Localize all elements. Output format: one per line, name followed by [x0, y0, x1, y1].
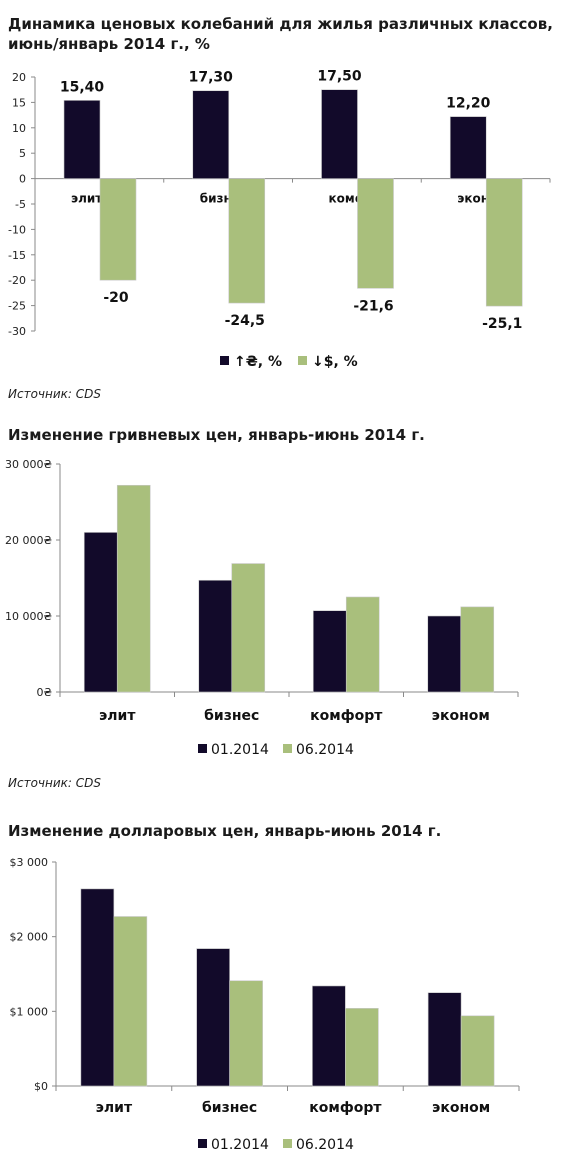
y-tick-label: -15 [8, 249, 26, 262]
chart2-source: Источник: CDS [8, 776, 101, 790]
bar [228, 178, 266, 304]
bar [460, 606, 495, 693]
bar [192, 90, 230, 179]
y-tick-label: 15 [12, 96, 26, 109]
chart1-title-line1: Динамика ценовых колебаний для жилья раз… [8, 15, 553, 33]
legend-swatch [283, 744, 292, 753]
legend-swatch [220, 356, 229, 365]
legend-swatch [283, 1139, 292, 1148]
category-label: комфорт [309, 1100, 382, 1116]
y-tick-label: $2 000 [10, 931, 49, 944]
y-tick-label: 20 000₴ [5, 534, 52, 547]
y-tick-label: $0 [34, 1080, 48, 1093]
y-tick-label: 5 [19, 147, 26, 160]
bar [427, 615, 462, 693]
bar [312, 610, 347, 693]
y-tick-label: -20 [8, 274, 26, 287]
category-label: элит [99, 708, 136, 724]
category-label: бизнес [202, 1100, 257, 1116]
data-label: -20 [103, 290, 129, 306]
legend-label: 06.2014 [296, 742, 354, 758]
bar [321, 89, 358, 179]
bar [427, 992, 462, 1087]
bar [63, 100, 101, 179]
bar [80, 888, 115, 1087]
legend-label: ↑₴, % [234, 354, 282, 370]
legend-swatch [298, 356, 307, 365]
legend-swatch [198, 744, 207, 753]
data-label: -25,1 [482, 316, 522, 332]
bar [485, 178, 523, 307]
bar [196, 948, 230, 1087]
chart3-title: Изменение долларовых цен, январь-июнь 20… [8, 822, 442, 840]
chart1-svg: 20151050-5-10-15-20-25-30элит15,40-20биз… [8, 69, 551, 370]
data-label: 17,50 [317, 69, 362, 85]
bar [345, 1008, 379, 1087]
data-label: -24,5 [225, 313, 265, 329]
bar [113, 916, 148, 1087]
bar [357, 178, 394, 289]
legend-label: 01.2014 [211, 742, 269, 758]
y-tick-label: 30 000₴ [5, 458, 52, 471]
bar [345, 596, 380, 693]
category-label: комфорт [310, 708, 383, 724]
y-tick-label: 0₴ [36, 686, 52, 699]
data-label: 15,40 [60, 79, 105, 95]
bar [449, 116, 487, 179]
data-label: 17,30 [189, 70, 234, 86]
y-tick-label: 10 [12, 122, 26, 135]
bar [116, 484, 151, 693]
y-tick-label: -25 [8, 300, 26, 313]
y-tick-label: -5 [15, 198, 26, 211]
bar [83, 532, 118, 693]
bar [312, 985, 346, 1087]
chart2-svg: 0₴ 10 000₴ 20 000₴ 30 000₴ элит бизнес комфорт… [5, 458, 519, 758]
bar [99, 178, 137, 281]
y-tick-label: $3 000 [10, 856, 49, 869]
y-tick-label: $1 000 [10, 1005, 49, 1018]
y-tick-label: 20 [12, 71, 26, 84]
chart1-title: Динамика ценовых колебаний для жилья раз… [8, 14, 553, 54]
legend-label: 01.2014 [211, 1137, 269, 1153]
category-label: эконом [432, 708, 490, 724]
bar [231, 563, 266, 693]
category-label: элит [96, 1100, 133, 1116]
category-label: эконом [432, 1100, 490, 1116]
bar [460, 1015, 495, 1087]
category-label: элит [71, 192, 102, 206]
legend-swatch [198, 1139, 207, 1148]
chart1-title-line2: июнь/январь 2014 г., % [8, 35, 210, 53]
y-tick-label: -30 [8, 325, 26, 338]
bar [229, 980, 263, 1087]
category-label: бизнес [204, 708, 259, 724]
legend-label: 06.2014 [296, 1137, 354, 1153]
bar [198, 579, 233, 693]
legend-label: ↓$, % [312, 354, 358, 370]
chart3-svg: $0 $1 000 $2 000 $3 000 элит бизнес комфорт эко… [10, 856, 520, 1153]
chart1-source: Источник: CDS [8, 387, 101, 401]
y-tick-label: 10 000₴ [5, 610, 52, 623]
y-tick-label: -10 [8, 223, 26, 236]
data-label: 12,20 [446, 96, 491, 112]
data-label: -21,6 [353, 298, 393, 314]
y-tick-label: 0 [19, 173, 26, 186]
chart2-title: Изменение гривневых цен, январь-июнь 201… [8, 426, 425, 444]
